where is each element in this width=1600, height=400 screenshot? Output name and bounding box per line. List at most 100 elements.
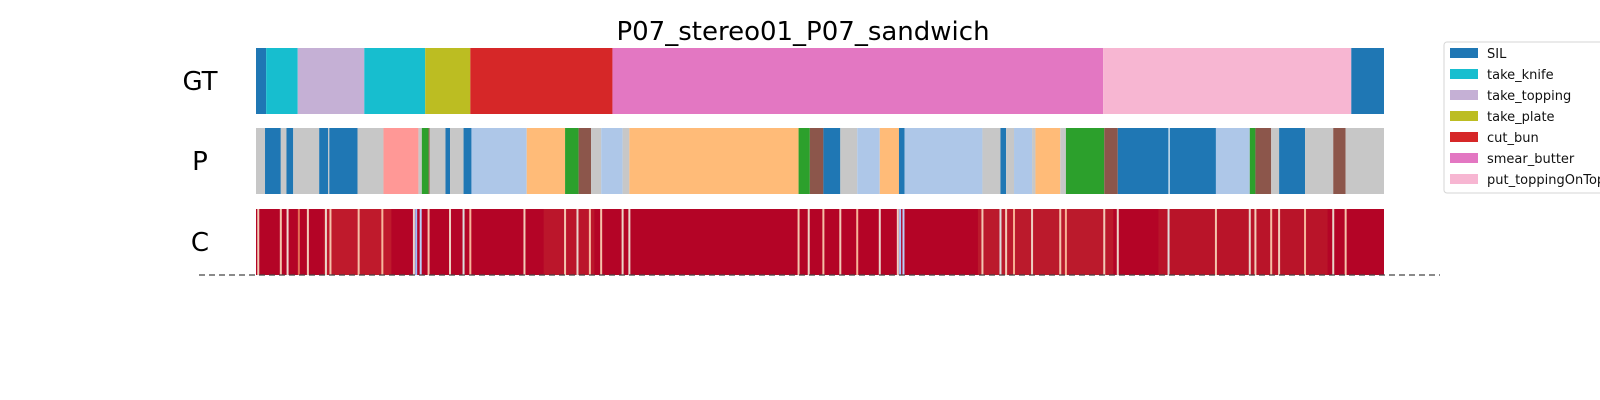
segment <box>591 128 602 194</box>
segment <box>798 128 810 194</box>
legend-swatch <box>1450 90 1478 100</box>
confidence-stripe <box>981 209 984 275</box>
chart-title: P07_stereo01_P07_sandwich <box>616 17 989 47</box>
segment <box>879 128 899 194</box>
row-c: C <box>191 209 1384 275</box>
segment <box>1000 128 1007 194</box>
segment-take_plate <box>425 48 471 114</box>
confidence-stripe <box>415 209 418 275</box>
segment <box>1168 128 1170 194</box>
confidence-stripe <box>856 209 859 275</box>
segment <box>1035 128 1061 194</box>
confidence-stripe <box>902 209 905 275</box>
legend-frame <box>1443 41 1600 194</box>
row-gt: GT <box>182 48 1384 114</box>
confidence-stripe <box>324 209 327 275</box>
segment <box>450 128 464 194</box>
legend-label: cut_bun <box>1487 131 1539 146</box>
segment <box>429 128 446 194</box>
segment-cut_bun <box>470 48 613 114</box>
confidence-stripe <box>523 209 526 275</box>
segment <box>1060 128 1066 194</box>
confidence-stripe <box>797 209 800 275</box>
segment-put_toppingOnTop <box>1103 48 1352 114</box>
segment <box>1215 128 1250 194</box>
segment <box>857 128 880 194</box>
confidence-stripe <box>1254 209 1257 275</box>
legend-swatch <box>1450 69 1478 79</box>
confidence-stripe <box>1031 209 1034 275</box>
confidence-stripe <box>628 209 631 275</box>
segment <box>823 128 841 194</box>
confidence-stripe <box>878 209 881 275</box>
segment <box>898 128 905 194</box>
segment <box>526 128 566 194</box>
confidence-stripe <box>564 209 567 275</box>
segment <box>1271 128 1280 194</box>
segment <box>840 128 858 194</box>
segment <box>1169 128 1216 194</box>
confidence-stripe <box>822 209 825 275</box>
confidence-band <box>977 209 1114 275</box>
segment <box>1117 128 1169 194</box>
segment <box>809 128 824 194</box>
confidence-stripe <box>1304 209 1307 275</box>
segment <box>622 128 630 194</box>
segment <box>256 128 266 194</box>
confidence-stripe <box>1248 209 1251 275</box>
segment-take_knife <box>266 48 298 114</box>
confidence-band <box>323 209 392 275</box>
confidence-stripe <box>462 209 465 275</box>
confidence-stripe <box>1103 209 1106 275</box>
confidence-stripe <box>449 209 452 275</box>
confidence-stripe <box>257 209 260 275</box>
segment-smear_butter <box>612 48 1104 114</box>
confidence-stripe <box>286 209 289 275</box>
legend: SIL take_knife take_topping take_plate cut_b… <box>1443 41 1600 194</box>
row-label: C <box>191 228 209 258</box>
segment <box>428 128 430 194</box>
confidence-stripe <box>1064 209 1067 275</box>
segment <box>1065 128 1105 194</box>
confidence-stripe <box>427 209 430 275</box>
confidence-stripe <box>621 209 624 275</box>
confidence-stripe <box>588 209 591 275</box>
segment <box>1032 128 1036 194</box>
segment <box>418 128 422 194</box>
segment <box>1345 128 1384 194</box>
segment <box>329 128 358 194</box>
segment <box>1305 128 1334 194</box>
segment <box>1014 128 1033 194</box>
confidence-stripe <box>381 209 384 275</box>
confidence-stripe <box>896 209 899 275</box>
confidence-stripe <box>1059 209 1062 275</box>
confidence-stripe <box>279 209 282 275</box>
legend-swatch <box>1450 48 1478 58</box>
confidence-stripe <box>807 209 810 275</box>
segment-SIL <box>256 48 267 114</box>
confidence-stripe <box>306 209 309 275</box>
legend-label: take_plate <box>1487 110 1555 125</box>
confidence-stripe <box>1005 209 1008 275</box>
segment <box>565 128 579 194</box>
segment <box>280 128 287 194</box>
segment <box>357 128 384 194</box>
confidence-stripe <box>412 209 415 275</box>
confidence-stripe <box>1344 209 1347 275</box>
segment <box>286 128 294 194</box>
legend-swatch <box>1450 132 1478 142</box>
segment <box>1006 128 1015 194</box>
row-p: P <box>192 128 1384 194</box>
legend-swatch <box>1450 153 1478 163</box>
confidence-stripe <box>839 209 842 275</box>
confidence-stripe <box>1116 209 1119 275</box>
segment <box>629 128 799 194</box>
confidence-stripe <box>329 209 332 275</box>
confidence-stripe <box>1013 209 1016 275</box>
segment-SIL <box>1351 48 1384 114</box>
segment <box>601 128 623 194</box>
confidence-stripe <box>1167 209 1170 275</box>
segment <box>463 128 472 194</box>
segment <box>904 128 983 194</box>
